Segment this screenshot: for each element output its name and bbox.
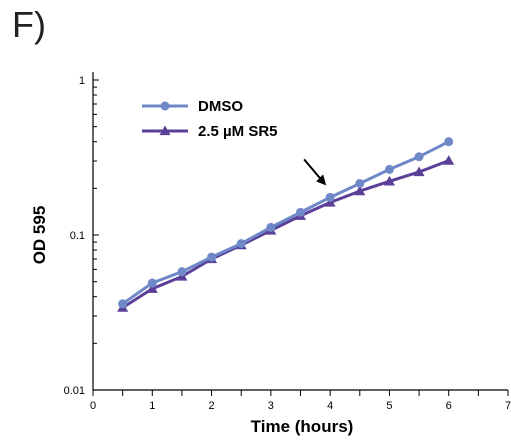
x-tick-label: 7 (505, 400, 511, 412)
legend-marker (160, 101, 170, 111)
data-point (383, 175, 395, 186)
x-tick-label: 3 (268, 400, 274, 412)
data-point (443, 155, 455, 165)
y-tick-label: 0.01 (64, 385, 85, 397)
data-point (118, 299, 128, 309)
data-point (414, 152, 424, 162)
y-tick-label: 1 (79, 75, 85, 87)
legend-label: 2.5 µM SR5 (198, 123, 278, 140)
arrow-head (316, 174, 327, 186)
data-point (146, 283, 158, 293)
legend-marker (159, 125, 171, 136)
x-tick-label: 1 (149, 400, 155, 412)
data-point (444, 137, 454, 147)
data-point (324, 197, 336, 207)
data-point (207, 252, 217, 262)
ticks: 0 1 2 3 4 5 6 7 0.01 0.1 1 (64, 75, 511, 412)
data-point (177, 267, 187, 277)
annotation-layer (303, 158, 327, 186)
series-layer (117, 137, 455, 312)
arrow-shaft (303, 158, 321, 179)
legend-label: DMSO (198, 98, 243, 115)
data-point (296, 207, 305, 217)
legend-entry: 2.5 µM SR5 (142, 123, 278, 140)
series-line (121, 140, 450, 306)
series-dmso (118, 137, 454, 309)
series-sr5 (117, 155, 455, 312)
x-tick-label: 6 (446, 400, 452, 412)
data-point (236, 239, 246, 249)
annotation-arrow (303, 158, 327, 186)
x-tick-label: 5 (386, 400, 392, 412)
axes (92, 72, 508, 391)
x-tick-label: 0 (90, 400, 96, 412)
y-axis-title: OD 595 (30, 206, 49, 265)
data-point (413, 166, 425, 177)
data-point (147, 278, 157, 288)
panel-label: F) (12, 4, 46, 45)
data-point (354, 185, 366, 196)
data-point (384, 164, 394, 174)
data-point (355, 178, 365, 188)
series-line (121, 159, 450, 309)
data-point (266, 222, 276, 232)
x-tick-label: 4 (327, 400, 333, 412)
legend: DMSO 2.5 µM SR5 (142, 98, 278, 140)
legend-entry: DMSO (142, 98, 243, 115)
x-tick-label: 2 (209, 400, 215, 412)
x-axis-title: Time (hours) (251, 417, 354, 436)
data-point (325, 192, 335, 202)
y-tick-label: 0.1 (70, 230, 85, 242)
